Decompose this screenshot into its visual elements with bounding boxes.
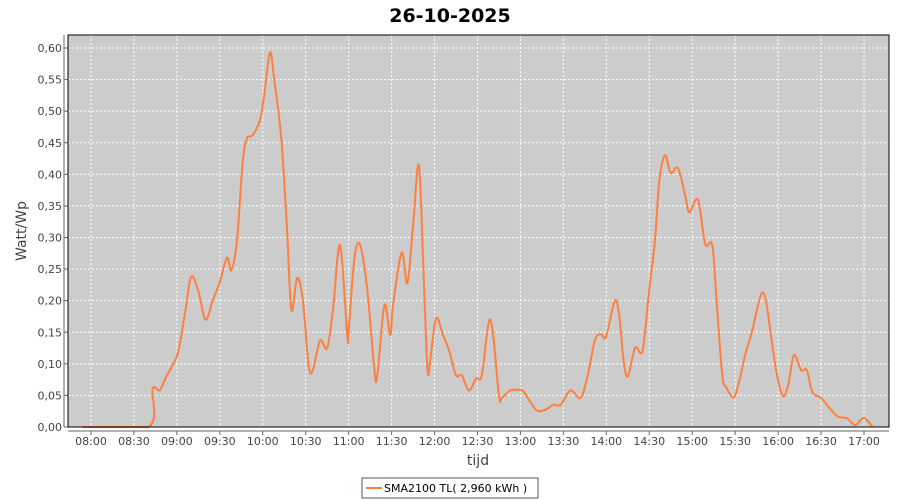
y-tick-label: 0,45 xyxy=(38,137,63,150)
legend-box xyxy=(361,477,539,499)
y-tick-label: 0,55 xyxy=(38,74,63,87)
x-tick-label: 11:30 xyxy=(376,435,408,448)
x-tick-label: 13:30 xyxy=(548,435,580,448)
y-axis: 0,00 0,05 0,10 0,15 0,20 0,25 0,30 0,35 0,40 0,45… xyxy=(38,35,68,434)
y-tick-label: 0,50 xyxy=(38,105,63,118)
x-tick-label: 11:00 xyxy=(333,435,365,448)
y-tick-label: 0,20 xyxy=(38,295,63,308)
y-axis-label: Watt/Wp xyxy=(14,201,30,261)
x-tick-label: 10:30 xyxy=(290,435,322,448)
x-axis: 08:00 08:30 09:00 09:30 10:00 10:30 11:00 11:30… xyxy=(68,430,889,448)
y-tick-label: 0,60 xyxy=(38,42,63,55)
y-tick-label: 0,25 xyxy=(38,263,63,276)
legend-label: SMA2100 TL( 2,960 kWh ) xyxy=(384,482,527,495)
y-tick-label: 0,00 xyxy=(38,421,63,434)
x-tick-label: 13:00 xyxy=(505,435,537,448)
chart-title: 26-10-2025 xyxy=(389,5,511,27)
x-tick-label: 15:30 xyxy=(719,435,751,448)
x-tick-label: 16:00 xyxy=(762,435,794,448)
grid xyxy=(68,35,889,428)
x-tick-label: 17:00 xyxy=(848,435,880,448)
x-axis-label: tijd xyxy=(467,453,489,469)
x-tick-label: 08:30 xyxy=(118,435,150,448)
x-tick-label: 12:00 xyxy=(419,435,451,448)
y-tick-label: 0,05 xyxy=(38,389,63,402)
x-tick-label: 08:00 xyxy=(75,435,107,448)
x-tick-label: 09:00 xyxy=(161,435,193,448)
y-tick-label: 0,10 xyxy=(38,358,63,371)
x-tick-label: 15:00 xyxy=(676,435,708,448)
series-line xyxy=(82,51,874,429)
y-tick-label: 0,30 xyxy=(38,232,63,245)
x-tick-label: 09:30 xyxy=(204,435,236,448)
legend: SMA2100 TL( 2,960 kWh ) xyxy=(361,477,539,499)
x-tick-label: 14:00 xyxy=(590,435,622,448)
y-tick-label: 0,35 xyxy=(38,200,63,213)
x-tick-label: 14:30 xyxy=(633,435,665,448)
y-tick-label: 0,15 xyxy=(38,326,63,339)
x-tick-label: 12:30 xyxy=(462,435,494,448)
plot-border xyxy=(67,34,890,428)
y-tick-label: 0,40 xyxy=(38,168,63,181)
x-tick-label: 10:00 xyxy=(247,435,279,448)
plot-area xyxy=(68,35,889,427)
x-tick-label: 16:30 xyxy=(805,435,837,448)
